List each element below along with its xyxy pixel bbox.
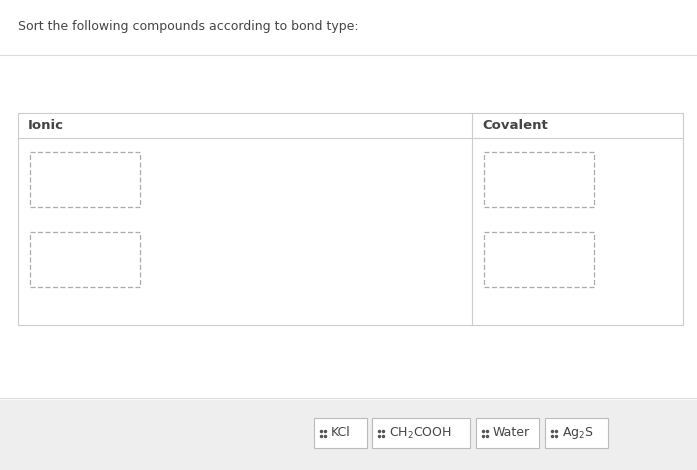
Bar — [484, 152, 594, 207]
Text: Sort the following compounds according to bond type:: Sort the following compounds according t… — [18, 20, 359, 33]
Bar — [30, 152, 140, 207]
Bar — [476, 418, 539, 448]
Text: Covalent: Covalent — [482, 119, 548, 132]
Text: Ag$_2$S: Ag$_2$S — [562, 425, 594, 441]
Text: KCl: KCl — [331, 426, 351, 439]
Text: Ionic: Ionic — [28, 119, 64, 132]
Bar — [372, 418, 470, 448]
Bar — [545, 418, 608, 448]
Text: Water: Water — [493, 426, 530, 439]
Bar — [30, 232, 140, 287]
Bar — [314, 418, 367, 448]
Bar — [18, 113, 683, 325]
Text: CH$_2$COOH: CH$_2$COOH — [389, 425, 452, 440]
Bar — [0, 400, 697, 470]
Bar — [484, 232, 594, 287]
